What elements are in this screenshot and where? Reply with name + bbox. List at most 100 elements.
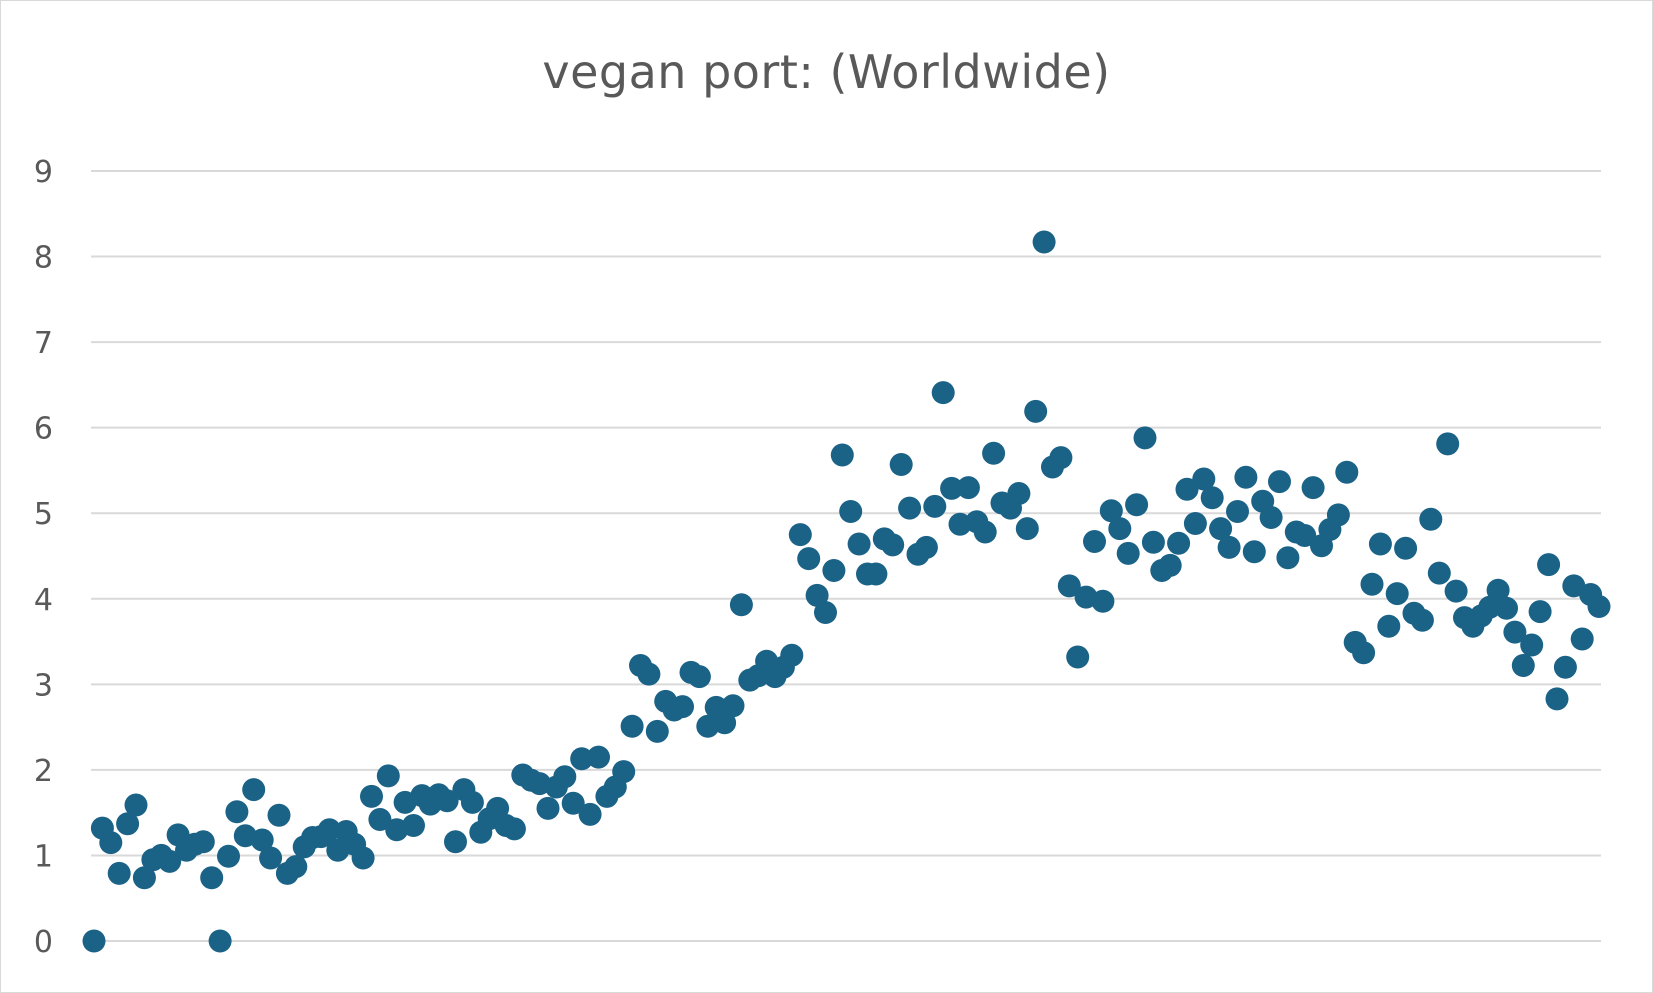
data-point — [1377, 614, 1401, 638]
data-point — [1276, 546, 1300, 570]
data-point — [259, 846, 283, 870]
data-point — [1015, 517, 1039, 541]
data-point — [1511, 654, 1535, 677]
data-point — [1268, 470, 1291, 494]
data-point — [536, 796, 560, 820]
data-point — [1587, 595, 1611, 618]
data-point — [1486, 578, 1510, 602]
data-point — [637, 662, 661, 686]
data-point — [729, 593, 753, 617]
data-point — [671, 695, 694, 719]
data-point — [360, 784, 383, 808]
data-point — [847, 532, 871, 556]
data-point — [687, 665, 711, 689]
data-point — [721, 694, 745, 718]
data-point — [402, 814, 425, 837]
data-point — [1553, 655, 1577, 679]
data-point — [956, 476, 980, 500]
data-point — [931, 381, 955, 405]
gridlines — [91, 170, 1601, 942]
y-tick-label: 7 — [34, 326, 53, 361]
data-point — [1436, 432, 1460, 456]
data-point — [645, 719, 669, 743]
data-point — [612, 760, 636, 784]
data-point — [1167, 531, 1191, 555]
data-point — [570, 747, 594, 771]
data-point — [200, 866, 224, 890]
data-point — [250, 828, 274, 852]
data-point — [587, 745, 610, 769]
data-point — [822, 559, 846, 582]
data-point — [814, 601, 837, 624]
data-point — [502, 817, 526, 841]
data-point — [82, 929, 106, 953]
data-point — [1083, 530, 1106, 553]
data-point — [889, 453, 913, 476]
data-point — [1032, 230, 1056, 254]
y-tick-label: 3 — [34, 668, 53, 703]
data-point — [1217, 535, 1241, 559]
chart-title: vegan port: (Worldwide) — [542, 45, 1111, 99]
data-point — [225, 800, 249, 824]
y-tick-label: 5 — [34, 497, 53, 532]
y-tick-label: 9 — [34, 155, 53, 190]
data-point — [561, 791, 585, 815]
data-point — [1226, 500, 1249, 523]
data-points — [82, 230, 1611, 953]
data-point — [1099, 499, 1123, 523]
data-point — [839, 500, 863, 523]
data-point — [435, 789, 459, 813]
y-tick-label: 0 — [34, 925, 53, 960]
data-point — [1545, 687, 1569, 711]
data-point — [830, 443, 854, 467]
data-point — [1419, 507, 1443, 531]
data-point — [578, 802, 602, 826]
y-axis-tick-labels: 0 1 2 3 4 5 6 7 8 9 — [34, 155, 53, 960]
data-point — [1385, 582, 1409, 606]
data-point — [1158, 553, 1182, 577]
data-point — [914, 535, 938, 559]
data-point — [1192, 467, 1216, 491]
data-point — [116, 812, 140, 836]
data-point — [881, 533, 905, 557]
data-point — [1528, 600, 1552, 624]
data-point — [898, 496, 922, 520]
data-point — [107, 861, 131, 885]
data-point — [1259, 506, 1283, 529]
data-point — [368, 808, 392, 831]
data-point — [553, 765, 577, 789]
data-point — [797, 547, 821, 571]
data-point — [1293, 524, 1317, 547]
data-point — [376, 764, 400, 788]
y-tick-label: 4 — [34, 583, 53, 618]
data-point — [460, 790, 484, 814]
data-point — [1049, 446, 1073, 470]
data-point — [444, 830, 467, 854]
data-point — [1057, 574, 1081, 598]
data-point — [805, 583, 829, 607]
data-point — [1209, 517, 1233, 541]
data-point — [351, 846, 375, 870]
data-point — [132, 866, 156, 890]
data-point — [713, 711, 737, 735]
y-tick-label: 2 — [34, 754, 53, 789]
data-point — [208, 929, 232, 953]
data-point — [217, 844, 240, 868]
data-point — [1007, 482, 1031, 505]
y-tick-label: 6 — [34, 412, 53, 447]
data-point — [1495, 596, 1518, 620]
data-point — [1335, 460, 1359, 484]
data-point — [1066, 645, 1090, 669]
data-point — [982, 441, 1006, 465]
data-point — [1478, 595, 1502, 619]
data-point — [1108, 517, 1132, 541]
data-point — [1242, 540, 1266, 564]
data-point — [1503, 620, 1527, 644]
data-point — [1326, 503, 1350, 527]
data-point — [191, 830, 215, 854]
data-point — [1116, 541, 1140, 565]
data-point — [317, 818, 341, 842]
data-point — [948, 512, 972, 536]
